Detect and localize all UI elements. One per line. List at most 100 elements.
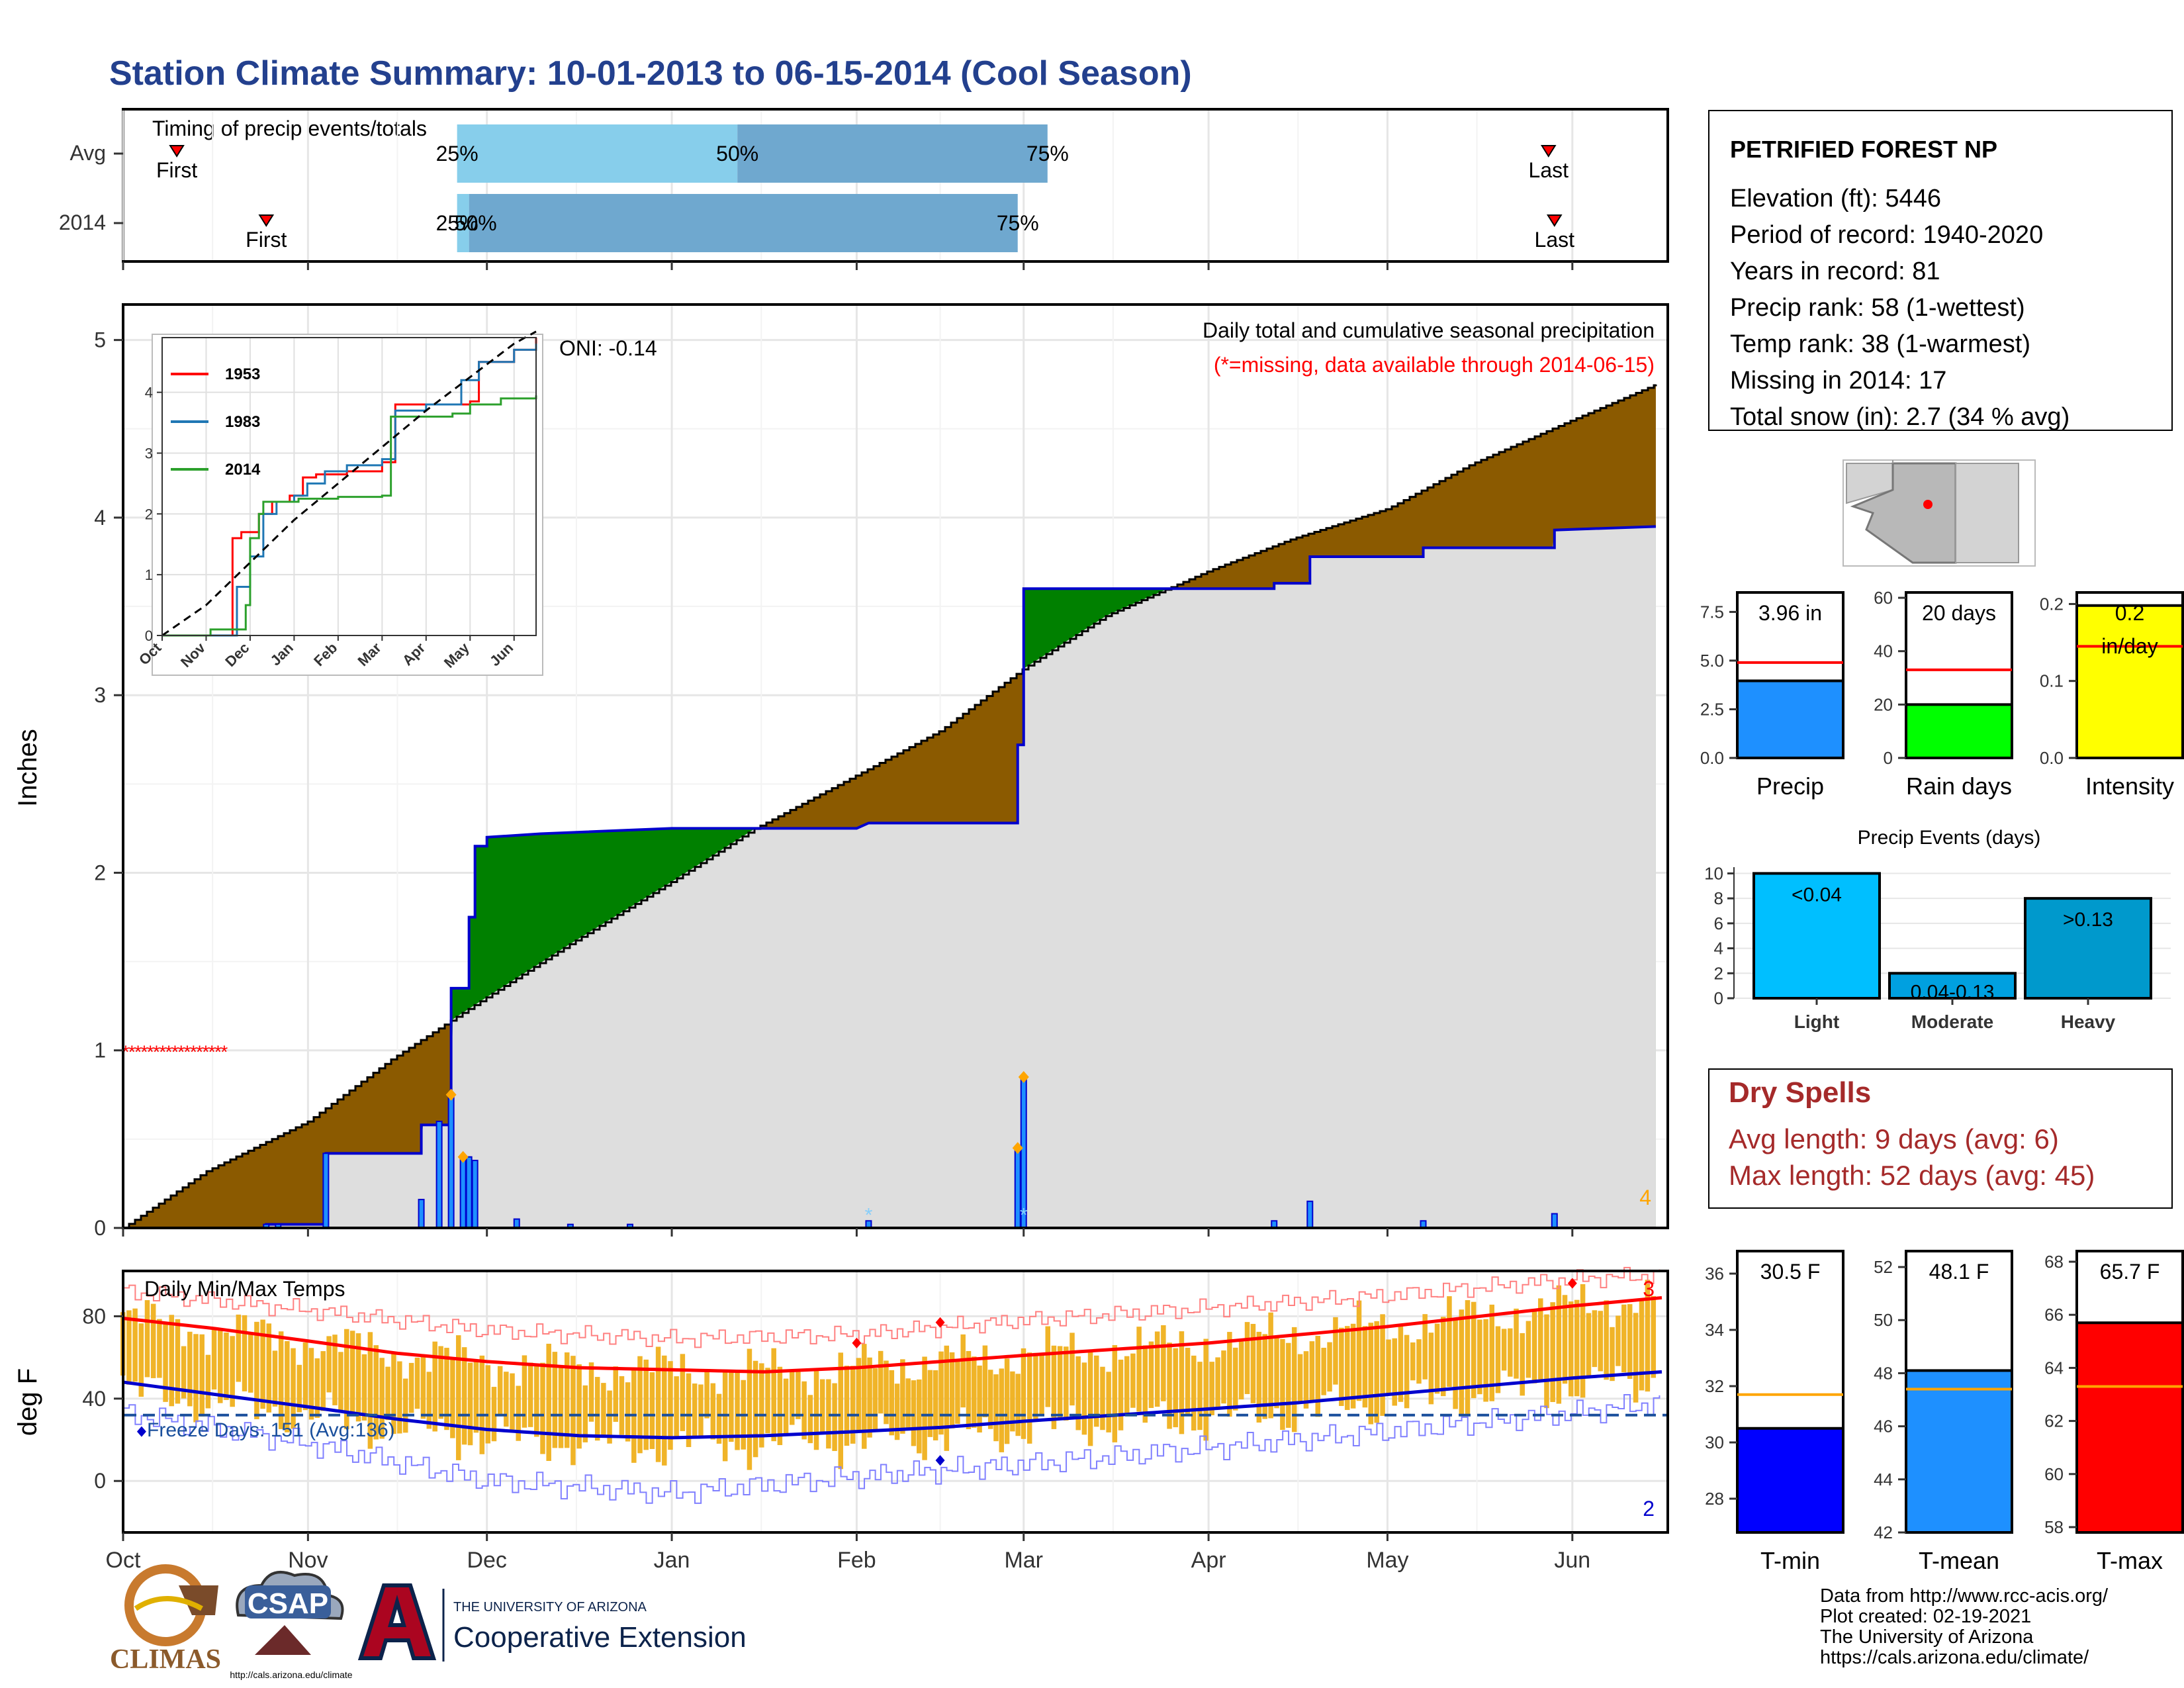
daily-temp-bar <box>1209 1362 1214 1415</box>
daily-temp-bar <box>1075 1356 1081 1430</box>
station-line: Missing in 2014: 17 <box>1730 367 1946 395</box>
timing-bar-25-50 <box>457 194 469 252</box>
temps-ytick-label: 0 <box>94 1469 106 1493</box>
missing-day-marker: * <box>214 1042 222 1062</box>
daily-temp-bar <box>199 1334 205 1417</box>
temps-xtick-label: Jan <box>654 1548 690 1573</box>
daily-temp-bar <box>1380 1314 1385 1416</box>
daily-temp-bar <box>826 1379 831 1449</box>
events-ytick-label: 2 <box>1714 963 1723 983</box>
record-temp-marker <box>852 1337 862 1348</box>
daily-precip-bar <box>459 1156 467 1229</box>
daily-temp-bar <box>211 1327 217 1390</box>
daily-temp-bar <box>889 1370 895 1436</box>
daily-temp-bar <box>1118 1359 1124 1430</box>
rain-days-ytick-label: 0 <box>1884 748 1893 768</box>
daily-temp-bar <box>163 1322 168 1402</box>
inset-ytick-label: 1 <box>145 567 153 583</box>
events-ytick-label: 6 <box>1714 914 1723 933</box>
daily-temp-bar <box>911 1380 917 1446</box>
daily-temp-bar <box>1645 1280 1651 1392</box>
daily-temp-bar <box>272 1350 278 1407</box>
daily-temp-bar <box>801 1381 807 1440</box>
daily-temp-bar <box>944 1345 950 1451</box>
last-event-marker <box>1546 214 1563 227</box>
daily-temp-bar <box>1215 1357 1220 1410</box>
daily-temp-bar <box>1130 1353 1136 1408</box>
daily-temp-bar <box>1615 1315 1621 1366</box>
csap-logo: CSAP http://cals.arizona.edu/climate <box>230 1571 353 1680</box>
inset-average-line <box>161 330 537 637</box>
daily-temp-bar <box>414 1357 420 1409</box>
daily-temp-bar <box>1106 1372 1111 1432</box>
tmean-ytick-label: 44 <box>1874 1470 1893 1489</box>
map-border <box>1892 460 2019 464</box>
temps-xtick-label: Jun <box>1554 1548 1590 1573</box>
daily-temp-bar <box>1520 1333 1525 1396</box>
missing-day-marker: * <box>140 1042 148 1062</box>
tmean-ytick-label: 42 <box>1874 1523 1893 1542</box>
daily-temp-bar <box>510 1373 515 1430</box>
station-line: Period of record: 1940-2020 <box>1730 221 2043 249</box>
missing-day-marker: * <box>171 1042 179 1062</box>
precip-total-ytick-label: 5.0 <box>1700 651 1724 671</box>
station-line: Precip rank: 58 (1-wettest) <box>1730 294 2025 322</box>
daily-temp-bar <box>461 1347 467 1445</box>
csap-logo-mountain <box>255 1625 311 1655</box>
daily-temp-bar <box>397 1361 402 1434</box>
daily-temp-bar <box>1124 1356 1130 1413</box>
events-value-label: <0.04 <box>1792 884 1842 906</box>
station-line: Years in record: 81 <box>1730 258 1940 285</box>
daily-temp-bar <box>1333 1317 1338 1385</box>
daily-temp-bar <box>1268 1312 1273 1419</box>
daily-precip-bar <box>1551 1213 1558 1229</box>
daily-temp-bar <box>320 1351 326 1411</box>
daily-temp-bar <box>1398 1325 1404 1402</box>
daily-temp-bar <box>260 1319 265 1409</box>
daily-temp-bar <box>1580 1284 1586 1398</box>
daily-temp-bar <box>1221 1350 1226 1404</box>
daily-temp-bar <box>570 1356 576 1466</box>
intensity-unit-label: in/day <box>2101 634 2158 658</box>
daily-temp-bar <box>540 1362 545 1454</box>
record-temp-marker <box>136 1426 146 1437</box>
tmax-ytick-label: 60 <box>2044 1464 2064 1484</box>
precip-ytick-label: 3 <box>94 683 106 707</box>
events-ytick-label: 4 <box>1714 939 1723 959</box>
daily-temp-bar <box>485 1365 491 1444</box>
daily-temp-bar <box>1350 1323 1356 1409</box>
daily-temp-bar <box>735 1371 740 1450</box>
inset-ytick-label: 0 <box>145 628 153 644</box>
events-value-label: >0.13 <box>2063 909 2113 931</box>
daily-temp-bar <box>552 1352 558 1448</box>
dry-spells-title: Dry Spells <box>1729 1076 1871 1109</box>
precip-total-ytick-label: 7.5 <box>1700 602 1724 622</box>
daily-temp-bar <box>193 1334 199 1423</box>
daily-temp-bar <box>1021 1348 1026 1439</box>
events-bar <box>1888 972 2017 1000</box>
daily-precip-bar <box>322 1152 330 1229</box>
precip-total-ytick-label: 0.0 <box>1700 748 1724 768</box>
daily-temp-bar <box>1179 1331 1185 1434</box>
daily-temp-bar <box>497 1366 503 1416</box>
daily-temp-bar <box>987 1370 993 1429</box>
daily-temp-bar <box>1440 1317 1446 1397</box>
daily-temp-bar <box>314 1358 320 1418</box>
missing-day-marker: * <box>184 1042 191 1062</box>
record-min-line <box>123 1394 1661 1504</box>
intensity-ytick-label: 0.0 <box>2040 748 2064 768</box>
daily-temp-bar <box>856 1358 862 1432</box>
timing-label-50: 50% <box>455 211 497 235</box>
page-title: Station Climate Summary: 10-01-2013 to 0… <box>109 54 1192 93</box>
tmean-value-label: 48.1 F <box>1929 1260 1989 1284</box>
daily-temp-bar <box>1154 1331 1160 1407</box>
climas-logo-text: CLIMAS <box>110 1644 221 1675</box>
inset-series-line <box>162 395 537 637</box>
daily-temp-bar <box>379 1358 385 1439</box>
daily-temp-bar <box>867 1357 872 1438</box>
daily-temp-bar <box>1321 1348 1326 1395</box>
daily-temp-bar <box>607 1390 612 1444</box>
temps-panel: Daily Min/Max Temps Freeze Days: 151 (Av… <box>13 1266 1669 1573</box>
daily-temp-bar <box>1362 1326 1368 1408</box>
